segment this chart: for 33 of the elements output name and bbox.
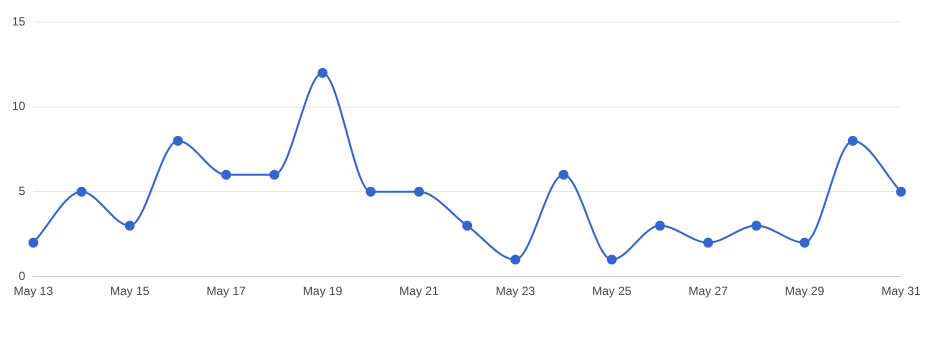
x-tick-label: May 21 [399,284,439,298]
y-tick-label: 10 [12,99,26,114]
point [76,186,87,197]
point [654,220,665,231]
point [221,170,232,180]
y-tick-label: 5 [18,184,26,198]
point [318,68,328,78]
point [366,186,376,197]
x-tick-label: May 17 [206,284,246,298]
x-tick-label: May 29 [784,284,825,298]
point [28,238,38,248]
point [848,136,858,146]
point [172,136,183,146]
y-tick-label: 0 [18,268,26,283]
point [800,238,810,248]
point [510,254,520,265]
point [896,186,906,197]
point [124,220,135,231]
x-tick-label: May 19 [302,284,343,298]
y-tick-label: 15 [12,14,26,28]
x-tick-label: May 25 [592,284,632,298]
x-tick-label: May 23 [496,284,536,298]
x-tick-label: May 15 [110,284,150,298]
x-tick-label: May 27 [688,284,728,298]
x-tick-label: May 13 [14,284,54,298]
point [462,220,472,231]
point [751,220,762,231]
point [414,186,424,197]
point [703,238,714,248]
point [269,170,280,180]
point [606,254,617,265]
point [558,170,569,180]
x-tick-label: May 31 [881,284,921,298]
